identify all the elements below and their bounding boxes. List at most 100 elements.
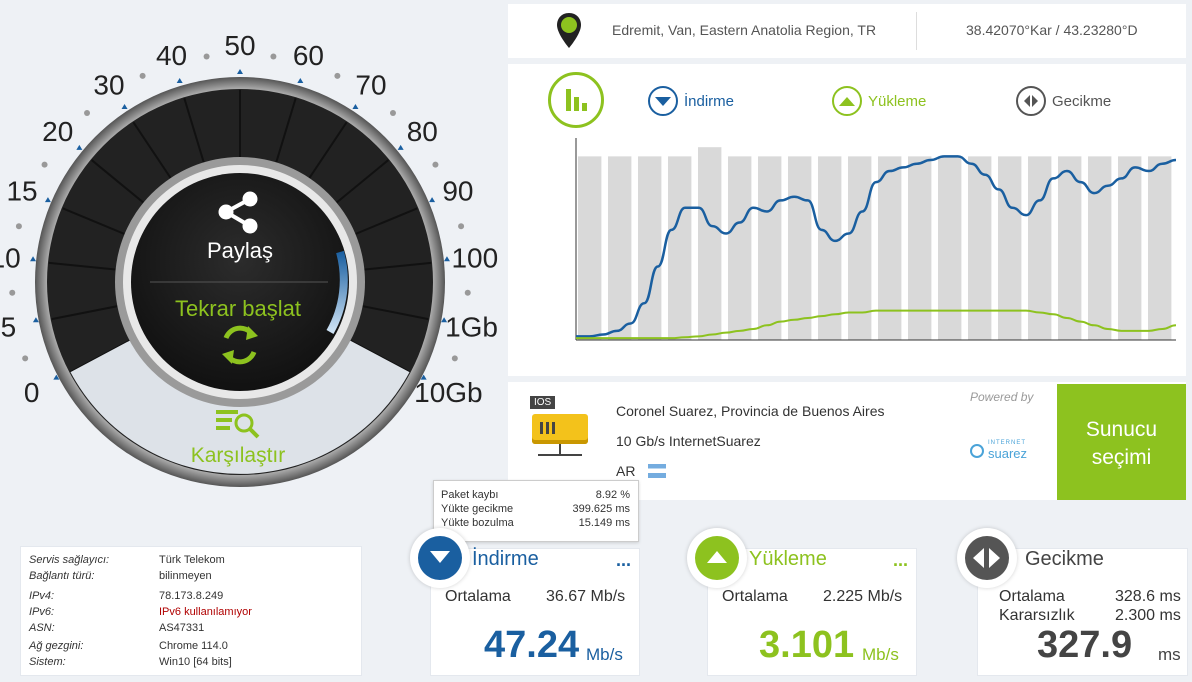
stats-tooltip: Paket kaybı 8.92 % Yükte gecikme 399.625…	[433, 480, 639, 542]
legend-latency-label: Gecikme	[1052, 92, 1112, 110]
share-label[interactable]: Paylaş	[206, 238, 274, 263]
gauge-minor-dot	[15, 223, 22, 230]
location-divider	[916, 12, 917, 50]
gauge-minor-dot	[451, 355, 458, 362]
upload-more-button[interactable]: ...	[893, 550, 909, 570]
chart-bar	[848, 156, 872, 340]
isp-value-3: IPv6 kullanılamıyor	[159, 606, 252, 618]
gauge-divider	[351, 261, 432, 272]
gauge-scale-label: 30	[93, 70, 124, 101]
legend-download[interactable]: İndirme	[648, 86, 734, 116]
download-series-line	[576, 155, 1177, 338]
isp-value-2: 78.173.8.249	[159, 590, 224, 602]
tooltip-value-1: 399.625 ms	[572, 503, 630, 515]
chart-bar	[638, 156, 662, 340]
location-place: Edremit, Van, Eastern Anatolia Region, T…	[612, 22, 877, 38]
gauge-scale-label: 60	[293, 40, 324, 71]
server-icon: IOS	[530, 396, 590, 462]
chart-bar	[908, 156, 932, 340]
gauge-divider	[325, 159, 389, 212]
chart-bar	[758, 156, 782, 340]
chart-panel: İndirme Yükleme Gecikme	[508, 64, 1186, 376]
chart-bar	[968, 156, 992, 340]
refresh-icon[interactable]	[222, 325, 258, 365]
download-more-button[interactable]: ...	[616, 550, 632, 570]
gauge-divider	[343, 207, 418, 240]
legend-latency[interactable]: Gecikme	[1016, 86, 1111, 116]
gauge-minor-dot	[389, 109, 396, 116]
gauge-minor-dot	[270, 53, 277, 60]
chart-bar	[1118, 156, 1142, 340]
gauge-tick	[429, 197, 436, 203]
upload-unit: Mb/s	[862, 645, 899, 664]
server-select-button[interactable]: Sunucu seçimi	[1057, 384, 1186, 500]
location-coords: 38.42070°Kar / 43.23280°D	[966, 22, 1138, 38]
tooltip-label-0: Paket kaybı	[441, 489, 499, 501]
isp-value-5: Chrome 114.0	[159, 640, 228, 652]
gauge-divider	[271, 97, 297, 176]
chart-bar	[668, 156, 692, 340]
gauge-scale-label: 50	[224, 30, 255, 61]
isp-label-2: IPv4:	[29, 590, 55, 602]
speed-gauge: 05101520304050607080901001Gb10Gb Paylaş …	[0, 0, 540, 572]
download-round	[410, 528, 470, 588]
latency-arrows-icon	[965, 536, 1009, 580]
server-select-line1: Sunucu	[1085, 418, 1158, 441]
gauge-scale-label: 70	[355, 70, 386, 101]
gauge-tick	[32, 317, 39, 323]
ios-badge: IOS	[530, 396, 556, 409]
latency-unit: ms	[1158, 645, 1181, 664]
tooltip-label-2: Yükte bozulma	[441, 517, 514, 529]
isp-label-1: Bağlantı türü:	[29, 570, 95, 582]
upload-arrow-icon	[695, 536, 739, 580]
location-bar: Edremit, Van, Eastern Anatolia Region, T…	[508, 4, 1186, 58]
gauge-tick	[420, 374, 427, 380]
map-pin-icon	[557, 13, 581, 48]
bar-chart-icon[interactable]	[548, 72, 604, 128]
latency-round	[957, 528, 1017, 588]
compare-icon[interactable]	[216, 410, 260, 439]
isp-value-1: bilinmeyen	[159, 570, 212, 582]
latency-icon	[1016, 86, 1046, 116]
chart-bar	[998, 156, 1022, 340]
tooltip-label-1: Yükte gecikme	[441, 503, 514, 515]
gauge-divider	[183, 97, 209, 176]
tooltip-value-0: 8.92 %	[595, 489, 630, 501]
argentina-flag-icon	[648, 464, 666, 478]
download-arrow-icon	[418, 536, 462, 580]
gauge-divider	[132, 121, 179, 190]
isp-value-6: Win10 [64 bits]	[159, 656, 232, 668]
compare-label[interactable]: Karşılaştır	[190, 444, 286, 467]
isp-label-0: Servis sağlayıcı:	[29, 554, 110, 566]
tooltip-value-2: 15.149 ms	[578, 517, 630, 529]
gauge-minor-dot	[139, 72, 146, 79]
sponsor-logo[interactable]: INTERNET suarez	[970, 440, 1040, 464]
gauge-tick	[44, 197, 51, 203]
speed-chart	[575, 138, 1177, 341]
arrow-up-icon	[832, 86, 862, 116]
legend-upload[interactable]: Yükleme	[832, 86, 926, 116]
share-icon[interactable]	[218, 191, 258, 234]
gauge-minor-dot	[22, 355, 29, 362]
gauge-minor-dot	[84, 109, 91, 116]
gauge-scale-label: 15	[6, 175, 37, 206]
restart-label[interactable]: Tekrar başlat	[175, 296, 301, 321]
upload-avg-value: 2.225 Mb/s	[823, 588, 903, 605]
chart-bar	[728, 156, 752, 340]
chart-bar	[1028, 156, 1052, 340]
gauge-tick	[76, 144, 83, 150]
isp-label-3: IPv6:	[29, 606, 55, 618]
gauge-scale-label: 10Gb	[414, 377, 483, 408]
powered-by-label: Powered by	[970, 390, 1034, 404]
upload-round	[687, 528, 747, 588]
chart-bar	[1148, 156, 1172, 340]
gauge-divider	[48, 261, 129, 272]
isp-label-6: Sistem:	[29, 656, 66, 668]
chart-bar	[938, 156, 962, 340]
gauge-tick	[176, 77, 183, 83]
gauge-scale-label: 80	[407, 116, 438, 147]
download-unit: Mb/s	[586, 645, 623, 664]
gauge-tick	[30, 256, 37, 262]
chart-bar	[788, 156, 812, 340]
